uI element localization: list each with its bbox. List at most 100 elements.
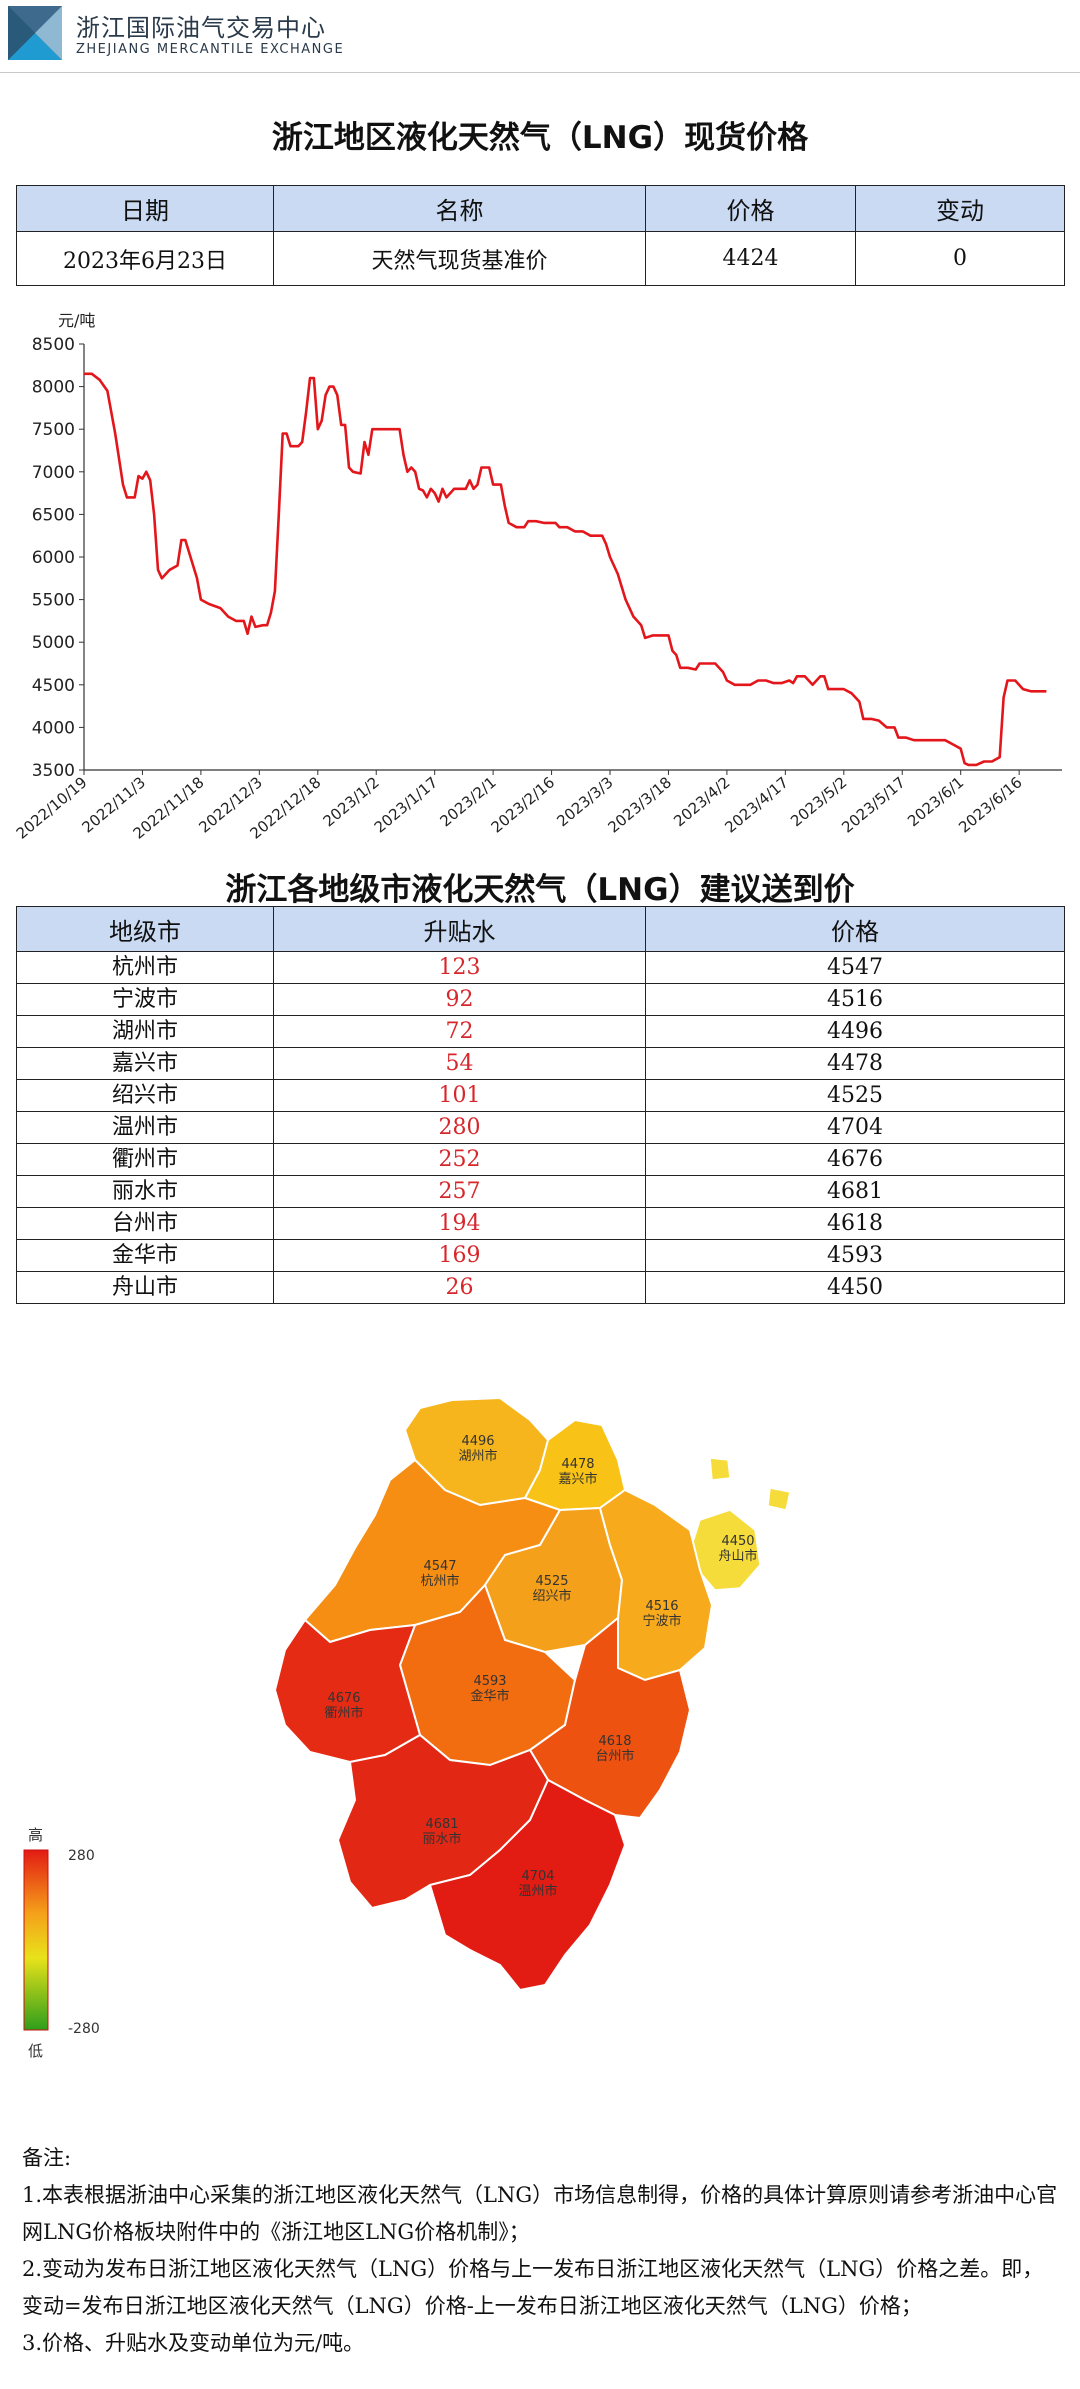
- map-region-price: 4704: [521, 1869, 554, 1884]
- city-name: 杭州市: [16, 951, 274, 984]
- map-region-price: 4547: [423, 1559, 456, 1574]
- y-tick-label: 4000: [32, 718, 75, 738]
- map-region-name: 台州市: [595, 1748, 634, 1764]
- map-region-price: 4478: [561, 1457, 594, 1472]
- x-axis: 2022/10/192022/11/32022/11/182022/12/320…: [13, 769, 1062, 843]
- legend-min-label: -280: [68, 2021, 100, 2037]
- map-region-name: 宁波市: [642, 1613, 681, 1629]
- city-price: 4704: [645, 1111, 1065, 1144]
- city-premium: 280: [273, 1111, 646, 1144]
- map-region-name: 金华市: [470, 1688, 509, 1704]
- city-row: 绍兴市 101 4525: [16, 1079, 1065, 1112]
- org-name-en: ZHEJIANG MERCANTILE EXCHANGE: [76, 42, 345, 57]
- spot-header-change: 变动: [855, 185, 1065, 232]
- city-premium: 194: [273, 1207, 646, 1240]
- city-name: 嘉兴市: [16, 1047, 274, 1080]
- map-region-price: 4681: [425, 1817, 458, 1832]
- spot-title: 浙江地区液化天然气（LNG）现货价格: [271, 120, 809, 156]
- x-tick-label: 2023/5/17: [838, 773, 908, 836]
- y-tick-label: 5500: [32, 591, 75, 611]
- city-row: 丽水市 257 4681: [16, 1175, 1065, 1208]
- exchange-logo-icon: [8, 6, 62, 60]
- y-tick-label: 7000: [32, 463, 75, 483]
- price-history-chart: 元/吨 3500 4000 4500 5000 5500 6000 6500 7000 7500…: [13, 311, 1062, 843]
- notes-heading: 备注:: [22, 2146, 72, 2170]
- city-name: 绍兴市: [16, 1079, 274, 1112]
- city-premium: 123: [273, 951, 646, 984]
- city-premium: 101: [273, 1079, 646, 1112]
- map-region-price: 4618: [598, 1734, 631, 1749]
- city-premium: 26: [273, 1271, 646, 1304]
- city-header-price: 价格: [645, 906, 1065, 952]
- y-tick-label: 7500: [32, 420, 75, 440]
- city-price: 4450: [645, 1271, 1065, 1304]
- x-tick-label: 2023/3/18: [605, 773, 675, 836]
- map-region-price: 4450: [721, 1534, 754, 1549]
- header-divider: [0, 72, 1080, 73]
- city-premium: 169: [273, 1239, 646, 1272]
- city-name: 衢州市: [16, 1143, 274, 1176]
- map-region-name: 丽水市: [422, 1831, 461, 1847]
- city-header-row: 地级市 升贴水 价格: [16, 906, 1065, 952]
- map-region-price: 4496: [461, 1434, 494, 1449]
- city-name: 温州市: [16, 1111, 274, 1144]
- spot-header-date: 日期: [16, 185, 274, 232]
- map-region-name: 绍兴市: [532, 1588, 571, 1604]
- city-price: 4478: [645, 1047, 1065, 1080]
- y-tick-label: 8500: [32, 335, 75, 355]
- region-ningbo: [598, 1488, 714, 1682]
- city-row: 台州市 194 4618: [16, 1207, 1065, 1240]
- city-premium: 92: [273, 983, 646, 1016]
- map-region-name: 温州市: [518, 1883, 557, 1899]
- y-tick-label: 6500: [32, 505, 75, 525]
- spot-header-name: 名称: [273, 185, 646, 232]
- x-tick-label: 2023/2/16: [488, 773, 558, 836]
- legend-max-label: 280: [68, 1848, 95, 1864]
- city-row: 杭州市 123 4547: [16, 951, 1065, 984]
- city-name: 丽水市: [16, 1175, 274, 1208]
- y-tick-label: 5000: [32, 633, 75, 653]
- city-name: 舟山市: [16, 1271, 274, 1304]
- notes-section: 备注: 1.本表根据浙油中心采集的浙江地区液化天然气（LNG）市场信息制得，价格…: [22, 2140, 1062, 2362]
- spot-data-row: 2023年6月23日 天然气现货基准价 4424 0: [16, 231, 1065, 286]
- spot-date: 2023年6月23日: [16, 231, 274, 286]
- city-price: 4681: [645, 1175, 1065, 1208]
- map-region-name: 杭州市: [420, 1573, 459, 1589]
- map-region-price: 4525: [535, 1574, 568, 1589]
- x-tick-label: 2022/10/19: [13, 773, 91, 842]
- city-row: 舟山市 26 4450: [16, 1271, 1065, 1304]
- price-line: [84, 372, 1047, 767]
- city-premium: 72: [273, 1015, 646, 1048]
- legend: 高 280 -280 低: [23, 1826, 100, 2060]
- y-axis: 3500 4000 4500 5000 5500 6000 6500 7000 7500 8000…: [32, 335, 85, 781]
- spot-table: 日期 名称 价格 变动 2023年6月23日 天然气现货基准价 4424 0: [16, 185, 1065, 286]
- y-axis-unit-label: 元/吨: [58, 311, 95, 330]
- y-tick-label: 3500: [32, 761, 75, 781]
- region-zhoushan: [691, 1457, 791, 1591]
- org-name-cn: 浙江国际油气交易中心: [76, 14, 326, 42]
- city-premium: 252: [273, 1143, 646, 1176]
- spot-price: 4424: [645, 231, 856, 286]
- city-row: 金华市 169 4593: [16, 1239, 1065, 1272]
- y-tick-label: 4500: [32, 676, 75, 696]
- city-row: 衢州市 252 4676: [16, 1143, 1065, 1176]
- city-name: 宁波市: [16, 983, 274, 1016]
- price-series: [84, 372, 1047, 767]
- map-regions: [273, 1396, 791, 1992]
- legend-gradient-bar: [23, 1849, 49, 2031]
- city-name: 金华市: [16, 1239, 274, 1272]
- spot-name: 天然气现货基准价: [273, 231, 646, 286]
- city-header-premium: 升贴水: [273, 906, 646, 952]
- map-region-price: 4593: [473, 1674, 506, 1689]
- map-region-name: 湖州市: [458, 1448, 497, 1464]
- x-tick-label: 2023/4/17: [721, 773, 791, 836]
- city-price-table: 地级市 升贴水 价格 杭州市 123 4547 宁波市 92 4516 湖州市 72 4496 嘉…: [16, 906, 1065, 1304]
- city-name: 台州市: [16, 1207, 274, 1240]
- city-row: 温州市 280 4704: [16, 1111, 1065, 1144]
- city-row: 湖州市 72 4496: [16, 1015, 1065, 1048]
- map-region-price: 4516: [645, 1599, 678, 1614]
- note-2: 2.变动为发布日浙江地区液化天然气（LNG）价格与上一发布日浙江地区液化天然气（…: [22, 2257, 1044, 2318]
- city-row: 宁波市 92 4516: [16, 983, 1065, 1016]
- y-tick-label: 8000: [32, 378, 75, 398]
- legend-low-label: 低: [28, 2042, 43, 2060]
